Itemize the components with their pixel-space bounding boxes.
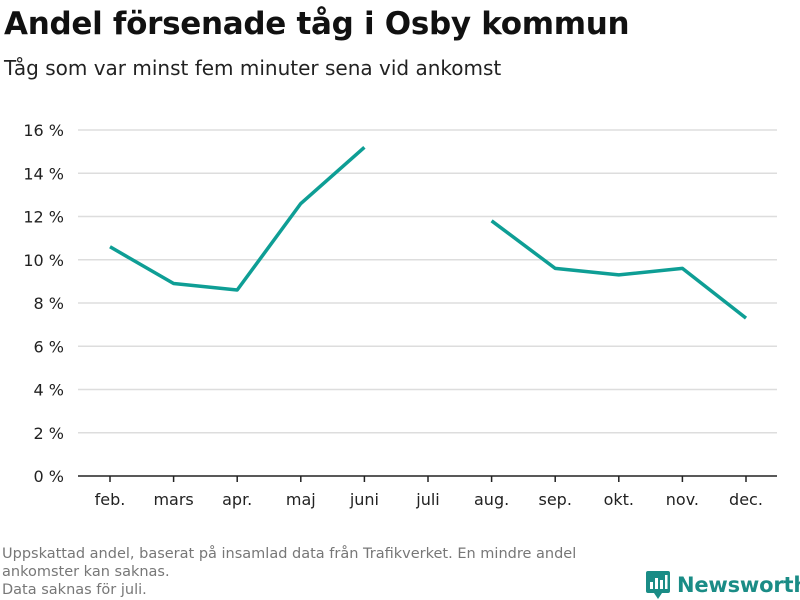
x-tick-label: nov. — [666, 490, 699, 509]
x-tick-label: dec. — [729, 490, 763, 509]
y-tick-label: 4 % — [34, 381, 64, 400]
footnote: Uppskattad andel, baserat på insamlad da… — [2, 545, 576, 599]
footnote-line: Uppskattad andel, baserat på insamlad da… — [2, 546, 577, 562]
y-tick-label: 10 % — [23, 251, 64, 270]
x-tick-label: maj — [286, 490, 316, 509]
x-tick-label: mars — [153, 490, 193, 509]
x-tick-label: apr. — [222, 490, 252, 509]
x-tick-label: feb. — [95, 490, 126, 509]
brand-name: Newsworthy — [677, 573, 800, 597]
y-tick-label: 0 % — [34, 467, 64, 486]
x-tick-label: juni — [349, 490, 379, 509]
y-tick-label: 2 % — [34, 424, 64, 443]
footnote-line: ankomster kan saknas. — [2, 564, 170, 580]
x-tick-label: okt. — [604, 490, 634, 509]
x-tick-label: aug. — [474, 490, 509, 509]
bar-chart-logo-icon — [646, 571, 670, 599]
y-tick-label: 16 % — [23, 121, 64, 140]
newsworthy-logo: Newsworthy — [645, 570, 800, 600]
footnote-line: Data saknas för juli. — [2, 582, 147, 598]
y-tick-label: 8 % — [34, 294, 64, 313]
y-tick-label: 6 % — [34, 337, 64, 356]
series-line-segment — [490, 219, 748, 320]
y-tick-label: 14 % — [23, 164, 64, 183]
chart-subtitle: Tåg som var minst fem minuter sena vid a… — [4, 56, 502, 80]
y-tick-label: 12 % — [23, 208, 64, 227]
line-chart: 0 % 2 % 4 % 6 % 8 % 10 % 12 % 14 % 16 % feb. mars a… — [23, 121, 777, 509]
series-line-segment — [109, 145, 366, 292]
chart-title: Andel försenade tåg i Osby kommun — [4, 6, 630, 42]
x-tick-label: juli — [415, 490, 439, 509]
x-tick-label: sep. — [538, 490, 571, 509]
